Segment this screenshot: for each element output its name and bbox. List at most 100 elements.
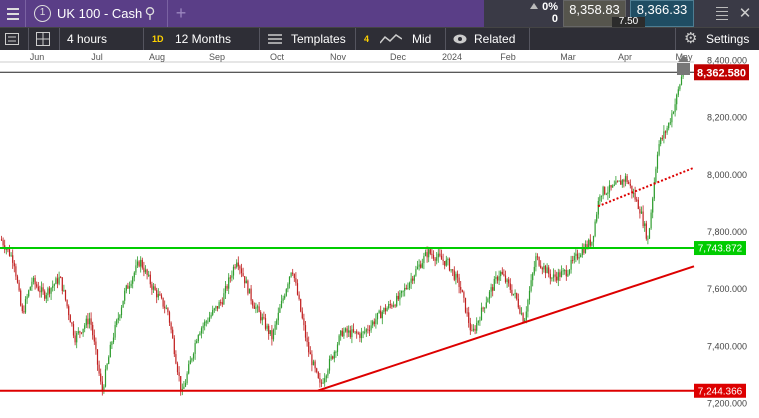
candle-body — [554, 274, 556, 277]
candle-body — [111, 342, 113, 345]
candle-body — [496, 276, 499, 281]
candle-body — [237, 262, 239, 267]
related-button[interactable]: Related — [474, 32, 516, 46]
gear-icon[interactable]: ⚙ — [684, 30, 698, 47]
menu-icon[interactable] — [0, 0, 26, 27]
candle-body — [212, 310, 214, 315]
candle-body — [604, 186, 606, 194]
range-badge: 1D — [152, 34, 164, 44]
candle-body — [540, 265, 542, 268]
candle-body — [18, 282, 20, 291]
candle-body — [648, 228, 651, 239]
search-icon[interactable]: ⚲ — [144, 5, 156, 22]
candle-body — [255, 307, 257, 309]
trend-line[interactable] — [317, 265, 695, 392]
candle-body — [610, 185, 612, 188]
candle-body — [272, 329, 275, 340]
candle-body — [501, 271, 503, 275]
candle-body — [68, 306, 70, 316]
candle-body — [559, 272, 561, 277]
candle-body — [578, 257, 580, 259]
close-icon[interactable]: ✕ — [738, 5, 752, 22]
candle-body — [120, 307, 123, 316]
market-title[interactable]: UK 100 - Cash — [57, 6, 143, 21]
candle-body — [418, 264, 420, 267]
candle-body — [581, 248, 583, 256]
candle-body — [477, 320, 479, 323]
candle-body — [530, 280, 532, 291]
candle-body — [352, 329, 355, 332]
candle-body — [533, 266, 535, 274]
candle-body — [576, 253, 579, 259]
candle-body — [413, 275, 415, 281]
list-icon[interactable] — [5, 28, 21, 50]
candle-body — [333, 351, 335, 359]
candle-body — [36, 284, 38, 287]
candle-body — [420, 264, 422, 268]
candle-body — [364, 331, 366, 333]
candle-body — [296, 283, 299, 295]
candle-body — [458, 277, 460, 287]
candle-body — [557, 272, 559, 281]
candle-body — [480, 307, 483, 321]
scroll-up-icon[interactable] — [677, 55, 690, 75]
candle-body — [612, 185, 614, 188]
candle-body — [516, 293, 518, 299]
candle-body — [426, 252, 428, 258]
candle-body — [402, 290, 404, 292]
candle-body — [586, 244, 588, 248]
interval-select[interactable]: 4 hours — [67, 32, 108, 46]
candle-body — [309, 352, 311, 355]
candle-body — [60, 277, 62, 279]
templates-button[interactable]: Templates — [291, 32, 346, 46]
add-tab-icon[interactable]: + — [175, 3, 187, 23]
price-mode-select[interactable]: Mid — [412, 32, 432, 46]
candle-body — [234, 266, 236, 268]
lines-icon[interactable] — [716, 7, 728, 21]
candle-body — [644, 223, 646, 226]
candle-body — [117, 317, 119, 320]
x-tick-label: Oct — [270, 52, 285, 62]
layout-grid-icon[interactable] — [36, 28, 52, 50]
candle-body — [200, 328, 203, 334]
candle-body — [527, 300, 529, 312]
x-tick-label: Jun — [30, 52, 45, 62]
info-icon[interactable]: 1 — [34, 5, 51, 22]
candle-body — [631, 185, 633, 194]
templates-icon[interactable] — [268, 28, 286, 50]
candle-body — [360, 332, 363, 339]
candle-body — [405, 287, 407, 289]
settings-button[interactable]: Settings — [706, 32, 750, 46]
candle-body — [436, 257, 438, 261]
candle-body — [634, 192, 636, 200]
range-select[interactable]: 12 Months — [175, 32, 232, 46]
candle-body — [173, 338, 175, 355]
candle-body — [143, 267, 145, 273]
candle-body — [500, 271, 502, 277]
candle-body — [45, 295, 47, 299]
candle-body — [172, 329, 174, 339]
candle-body — [575, 253, 577, 257]
candle-body — [16, 276, 19, 283]
candle-body — [487, 298, 489, 303]
candle-body — [490, 287, 492, 292]
dotted-trend-line[interactable] — [597, 166, 695, 208]
candle-body — [663, 131, 665, 139]
candle-body — [204, 321, 206, 326]
candle-body — [524, 319, 526, 322]
candle-body — [122, 300, 124, 308]
candle-body — [0, 239, 3, 241]
price-chart[interactable]: JunJulAugSepOctNovDec2024FebMarAprMay 7,… — [0, 50, 759, 418]
buy-button[interactable]: 8,366.33 — [630, 0, 694, 27]
candle-body — [245, 280, 247, 284]
candle-body — [389, 304, 391, 306]
level-price-tag — [694, 383, 746, 398]
x-tick-label: Dec — [390, 52, 407, 62]
candle-body — [96, 349, 99, 365]
eye-icon[interactable] — [453, 28, 469, 50]
indicators-icon[interactable] — [379, 28, 404, 50]
candle-body — [231, 275, 233, 278]
candle-body — [623, 179, 625, 182]
candle-body — [485, 302, 487, 308]
